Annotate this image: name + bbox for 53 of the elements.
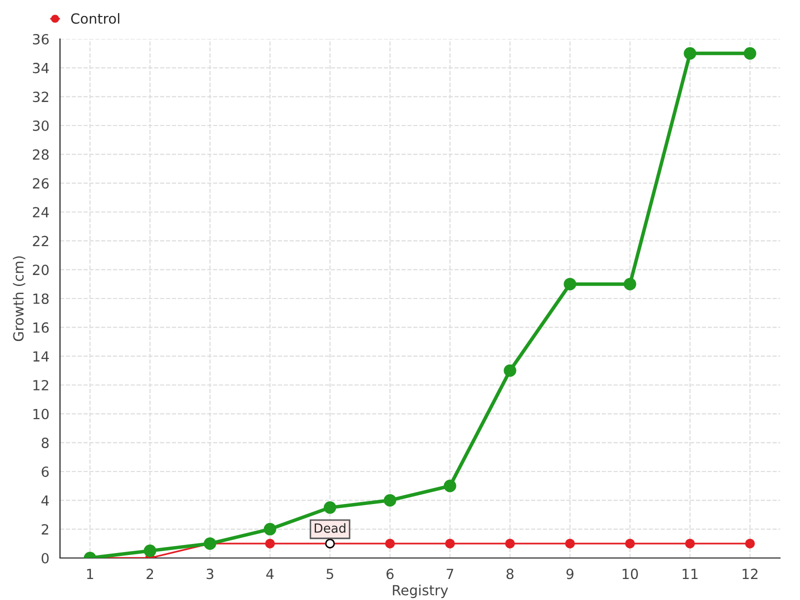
point [744, 47, 756, 60]
x-tick-label: 11 [682, 568, 698, 579]
x-tick-label: 2 [146, 568, 154, 579]
x-tick-label: 6 [386, 568, 394, 580]
y-tick-label: 6 [42, 466, 49, 477]
point [564, 278, 576, 290]
x-tick-label: 10 [622, 568, 638, 580]
y-axis-title: Growth (cm) [12, 256, 26, 342]
y-tick-label: 32 [32, 92, 48, 102]
x-tick-label: 1 [87, 568, 94, 579]
point [625, 538, 635, 548]
y-tick-label: 18 [33, 293, 49, 304]
y-tick-label: 16 [33, 322, 49, 333]
point [385, 538, 395, 548]
y-tick-label: 36 [32, 34, 49, 44]
x-axis-title: Registry [392, 584, 448, 598]
point [504, 364, 516, 377]
y-tick-label: 24 [32, 206, 49, 218]
y-tick-label: 8 [42, 438, 49, 448]
point [265, 538, 275, 548]
x-tick-label: 5 [326, 568, 334, 580]
point [505, 538, 515, 548]
point [685, 538, 695, 548]
annotation: Dead [314, 523, 346, 533]
point [444, 480, 456, 492]
x-tick-label: 8 [506, 568, 514, 580]
point [144, 544, 156, 558]
point [384, 494, 396, 507]
y-tick-label: 22 [32, 236, 48, 246]
y-tick-label: 26 [32, 178, 49, 189]
y-tick-label: 20 [32, 264, 49, 276]
y-tick-label: 28 [32, 149, 49, 160]
point [565, 538, 575, 548]
x-tick-label: 4 [266, 568, 274, 579]
point [684, 47, 696, 60]
y-tick-label: 14 [33, 351, 49, 362]
y-tick-label: 30 [32, 120, 49, 131]
y-tick-label: 34 [32, 62, 49, 74]
x-tick-label: 3 [206, 568, 214, 580]
y-tick-label: 0 [42, 552, 49, 564]
legend-label: Control [71, 13, 120, 24]
y-tick-label: 12 [33, 380, 48, 390]
point [264, 522, 276, 536]
y-tick-label: 10 [33, 408, 49, 420]
y-tick-label: 2 [42, 524, 48, 534]
point [445, 538, 455, 548]
y-tick-label: 4 [41, 495, 49, 506]
x-tick-label: 9 [566, 568, 574, 580]
x-tick-label: 7 [446, 568, 454, 579]
point [745, 538, 755, 548]
point [324, 501, 336, 514]
point [624, 278, 636, 290]
x-tick-label: 12 [742, 568, 758, 579]
